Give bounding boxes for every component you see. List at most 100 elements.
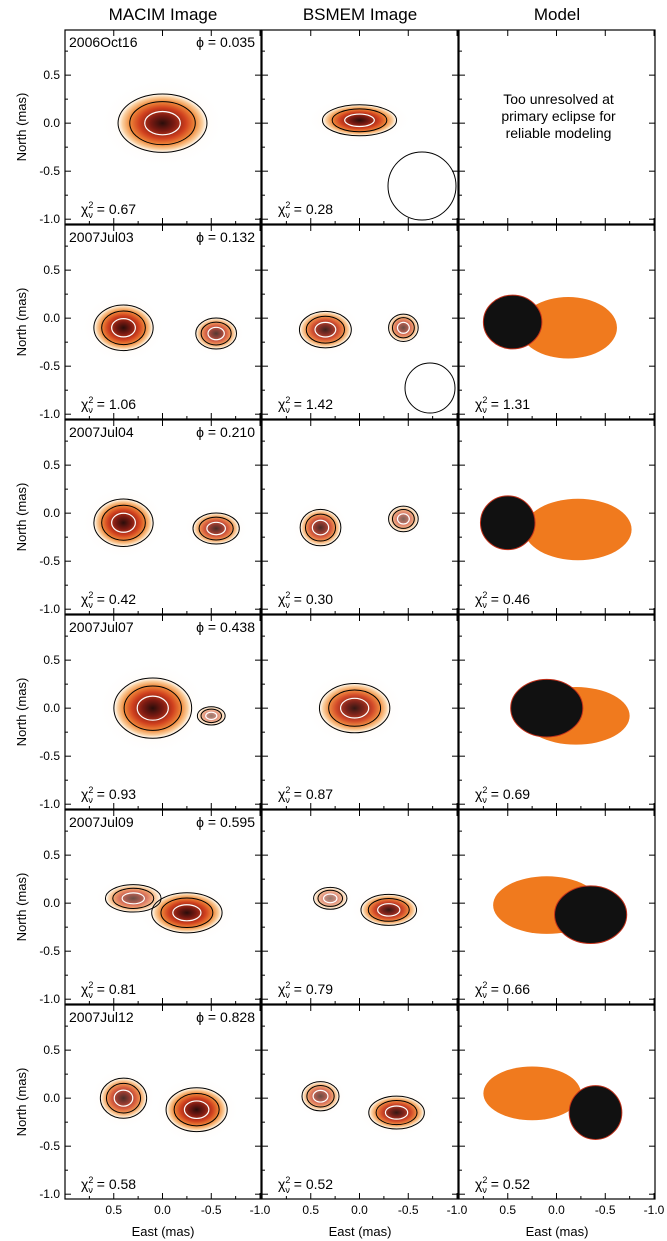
y-tick-label: 0.0 <box>43 311 60 325</box>
outer-contour <box>360 893 418 926</box>
y-tick-label: 0.5 <box>43 68 60 82</box>
phase-label: ϕ = 0.595 <box>196 814 255 830</box>
reduced-chi2-label: χ2 ν = 0.87 <box>278 785 333 805</box>
column-title-macim: MACIM Image <box>109 5 218 24</box>
primary-star-model <box>554 885 628 944</box>
middle-contour <box>160 897 214 929</box>
macim-image <box>93 877 237 944</box>
y-axis-label: North (mas) <box>14 93 29 162</box>
reduced-chi2-label: χ2 ν = 0.58 <box>81 1175 136 1195</box>
macim-image <box>81 486 250 559</box>
x-tick-label: -1.0 <box>644 1203 665 1217</box>
x-tick-label: 0.0 <box>154 1203 171 1217</box>
reduced-chi2-label: χ2 ν = 0.67 <box>81 200 136 220</box>
bsmem-image <box>306 881 429 934</box>
secondary-star-model <box>524 498 632 561</box>
x-tick-label: 0.0 <box>351 1203 368 1217</box>
middle-contour <box>367 897 410 922</box>
outer-contour <box>93 498 154 547</box>
reduced-chi2-label: χ2 ν = 0.66 <box>475 980 530 1000</box>
primary-star-model <box>568 1085 623 1140</box>
x-axis-label-macim: East (mas) <box>132 1224 195 1239</box>
middle-contour <box>375 1099 418 1126</box>
x-tick-label: -0.5 <box>595 1203 616 1217</box>
y-tick-label: 0.5 <box>43 263 60 277</box>
middle-contour <box>305 315 345 344</box>
epoch-label: 2006Oct16 <box>69 34 138 50</box>
secondary-star-model <box>519 297 617 359</box>
bsmem-image <box>304 670 405 746</box>
y-tick-label: -0.5 <box>39 554 60 568</box>
middle-contour <box>101 504 146 541</box>
outer-contour <box>165 1087 228 1133</box>
column-title-model: Model <box>534 5 580 24</box>
y-tick-label: 0.0 <box>43 1091 60 1105</box>
model-note: Too unresolved at primary eclipse for reli… <box>501 91 616 141</box>
macim-image <box>97 662 232 755</box>
inner-contour <box>396 321 410 334</box>
outer-contour <box>299 508 342 547</box>
epoch-label: 2007Jul03 <box>69 229 134 245</box>
middle-contour <box>101 310 146 346</box>
reduced-chi2-label: χ2 ν = 0.28 <box>278 200 333 220</box>
bsmem-image <box>291 499 425 556</box>
x-tick-label: -1.0 <box>250 1203 271 1217</box>
outer-contour <box>388 505 419 533</box>
y-tick-label: -0.5 <box>39 1139 60 1153</box>
y-tick-label: -1.0 <box>39 212 60 226</box>
middle-contour <box>317 889 344 907</box>
reduced-chi2-label: χ2 ν = 0.52 <box>475 1175 530 1195</box>
panel-frame <box>261 419 459 615</box>
phase-label: ϕ = 0.035 <box>196 34 255 50</box>
reduced-chi2-label: χ2 ν = 0.81 <box>81 980 136 1000</box>
y-tick-label: 0.5 <box>43 458 60 472</box>
epoch-label: 2007Jul12 <box>69 1009 134 1025</box>
inner-contour <box>344 113 375 128</box>
y-tick-label: -1.0 <box>39 797 60 811</box>
inner-contour <box>111 318 136 338</box>
outer-contour <box>113 677 193 739</box>
inner-contour <box>314 321 337 338</box>
outer-contour <box>196 706 226 726</box>
reduced-chi2-label: χ2 ν = 1.42 <box>278 395 333 415</box>
macim-image <box>90 1067 241 1144</box>
y-tick-label: -1.0 <box>39 992 60 1006</box>
y-axis-label: North (mas) <box>14 288 29 357</box>
macim-image <box>81 292 246 363</box>
x-tick-label: 0.5 <box>302 1203 319 1217</box>
inner-contour <box>205 711 218 721</box>
outer-contour <box>192 512 240 545</box>
phase-label: ϕ = 0.828 <box>196 1009 255 1025</box>
inner-contour <box>384 1105 409 1120</box>
beam-circle <box>404 362 456 414</box>
y-axis-label: North (mas) <box>14 873 29 942</box>
inner-contour <box>339 697 370 719</box>
y-tick-label: -0.5 <box>39 749 60 763</box>
secondary-star-model <box>483 1066 581 1121</box>
inner-contour <box>113 1089 134 1107</box>
beam-circle <box>387 151 457 221</box>
middle-contour <box>391 509 415 529</box>
y-tick-label: 0.0 <box>43 701 60 715</box>
x-tick-label: -1.0 <box>447 1203 468 1217</box>
reduced-chi2-label: χ2 ν = 1.06 <box>81 395 136 415</box>
middle-contour <box>129 101 196 146</box>
y-tick-label: 0.5 <box>43 653 60 667</box>
middle-contour <box>200 708 223 724</box>
middle-contour <box>112 887 155 909</box>
model-note-line: primary eclipse for <box>501 108 616 124</box>
outer-contour <box>117 93 208 153</box>
outer-contour <box>313 886 348 910</box>
column-title-bsmem: BSMEM Image <box>303 5 417 24</box>
middle-contour <box>105 1082 142 1114</box>
x-tick-label: -0.5 <box>398 1203 419 1217</box>
y-tick-label: 0.5 <box>43 848 60 862</box>
y-axis-label: North (mas) <box>14 678 29 747</box>
x-tick-label: 0.5 <box>105 1203 122 1217</box>
outer-contour <box>151 892 223 934</box>
primary-star-model <box>482 294 543 350</box>
inner-contour <box>377 903 401 917</box>
phase-label: ϕ = 0.132 <box>196 229 255 245</box>
reduced-chi2-label: χ2 ν = 0.52 <box>278 1175 333 1195</box>
